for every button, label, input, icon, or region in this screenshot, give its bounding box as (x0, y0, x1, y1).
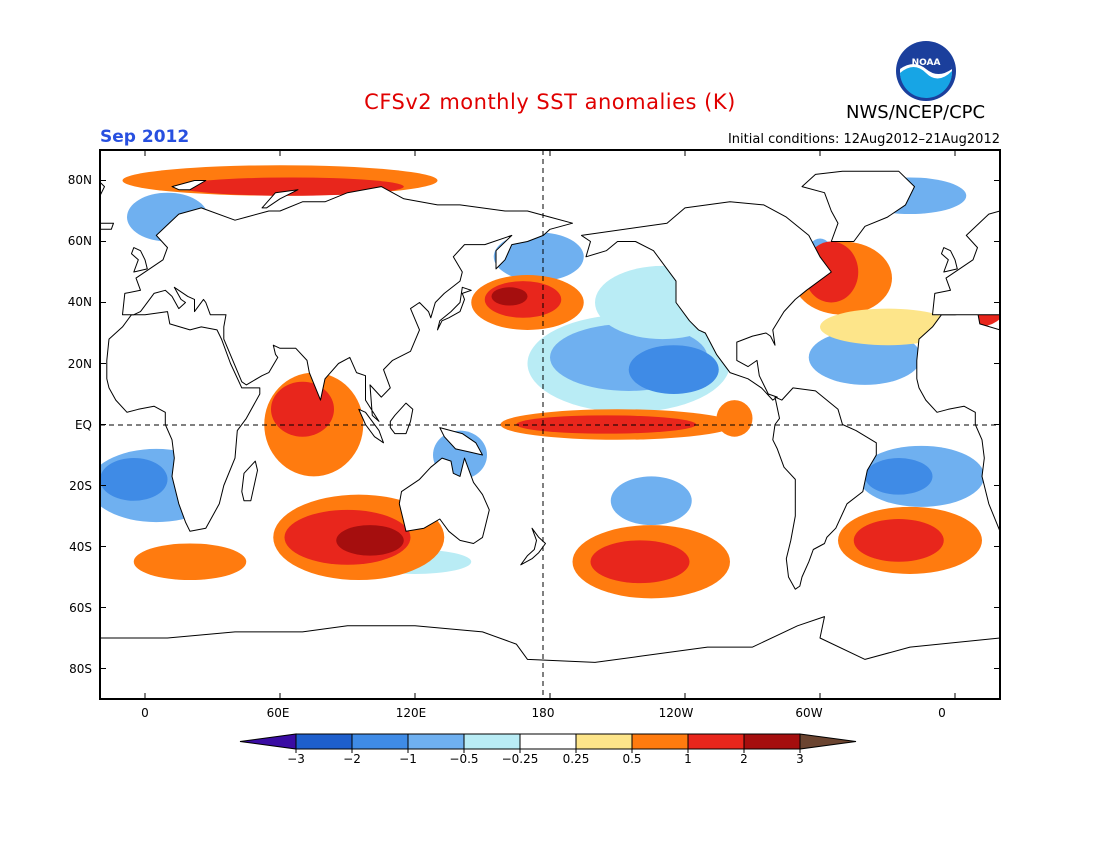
colorbar-segment (463, 733, 521, 750)
land-greenland-wrap (801, 170, 915, 242)
colorbar-label: −3 (287, 752, 305, 766)
colorbar-label: 0.25 (562, 752, 590, 766)
lon-label: 60E (266, 706, 290, 720)
lat-label: 40S (69, 540, 92, 554)
lon-label: 120W (658, 706, 694, 720)
lat-label: 20S (69, 479, 92, 493)
colorbar-segment (743, 733, 801, 750)
land-british-isles (131, 247, 148, 273)
lat-label: 40N (67, 295, 92, 309)
lat-label: 60S (69, 601, 92, 615)
colorbar-label: −0.5 (449, 752, 479, 766)
land-british-isles-wrap (941, 247, 958, 273)
land-new-zealand (520, 527, 546, 566)
land-iceland (100, 222, 114, 230)
warm-anomaly-patch (820, 308, 955, 346)
lon-label: 0 (938, 706, 946, 720)
colorbar-label: −1 (399, 752, 417, 766)
colorbar (239, 733, 857, 753)
colorbar-segment (407, 733, 465, 750)
land-new-guinea (439, 427, 483, 456)
land-svalbard (171, 180, 207, 191)
colorbar-segment (351, 733, 409, 750)
anomaly-field (100, 165, 1000, 599)
warm-anomaly-patch (853, 519, 944, 562)
initial-conditions-label: Initial conditions: 12Aug2012–21Aug2012 (727, 132, 1000, 147)
colorbar-segment (631, 733, 689, 750)
warm-anomaly-patch (336, 525, 404, 556)
land-masses (0, 170, 1000, 699)
noaa-logo: NOAA (894, 39, 958, 107)
land-japan (437, 286, 472, 331)
warm-anomaly-patch (491, 287, 528, 306)
cool-anomaly-patch (493, 232, 584, 282)
cool-anomaly-patch (865, 458, 933, 495)
lat-label: 80N (67, 173, 92, 187)
land-north-america-wrap (581, 201, 832, 401)
land-europe-wrap (932, 210, 1000, 316)
lon-label: 0 (141, 706, 149, 720)
lat-label: 60N (67, 234, 92, 248)
land-north-america (0, 202, 21, 400)
colorbar-low-arrow (239, 733, 297, 750)
colorbar-label: 2 (740, 752, 748, 766)
lat-label: 20N (67, 357, 92, 371)
svg-text:NOAA: NOAA (912, 58, 941, 68)
valid-month-label: Sep 2012 (100, 127, 190, 147)
agency-label: NWS/NCEP/CPC (846, 102, 986, 123)
land-novaya-zemlya (261, 189, 299, 209)
land-antarctica (100, 616, 1000, 699)
colorbar-segment (575, 733, 633, 750)
colorbar-high-arrow (799, 733, 857, 750)
lat-label: EQ (74, 418, 92, 432)
colorbar-segment (519, 733, 577, 750)
land-madagascar (241, 460, 258, 502)
warm-anomaly-patch (271, 381, 334, 437)
land-australia (398, 457, 490, 544)
colorbar-label: −0.25 (501, 752, 539, 766)
land-borneo (389, 402, 414, 435)
colorbar-segment (687, 733, 745, 750)
colorbar-label: −2 (343, 752, 361, 766)
colorbar-label: 1 (684, 752, 692, 766)
colorbar-label: 3 (796, 752, 804, 766)
cool-anomaly-patch (610, 476, 692, 526)
lon-label: 120E (395, 706, 427, 720)
map-frame (99, 149, 1001, 700)
land-africa (106, 311, 261, 532)
lat-label: 80S (69, 662, 92, 676)
cool-anomaly-patch (100, 458, 168, 501)
warm-anomaly-patch (716, 400, 753, 437)
lon-label: 180 (531, 706, 555, 720)
cool-anomaly-patch (628, 345, 719, 394)
colorbar-segment (295, 733, 353, 750)
warm-anomaly-patch (178, 177, 404, 196)
lon-label: 60W (795, 706, 823, 720)
colorbar-label: 0.5 (622, 752, 642, 766)
land-eurasia (122, 186, 573, 422)
chart-title: CFSv2 monthly SST anomalies (K) (364, 90, 736, 114)
warm-anomaly-patch (133, 543, 247, 581)
land-greenland (100, 181, 105, 197)
warm-anomaly-patch (590, 540, 690, 584)
